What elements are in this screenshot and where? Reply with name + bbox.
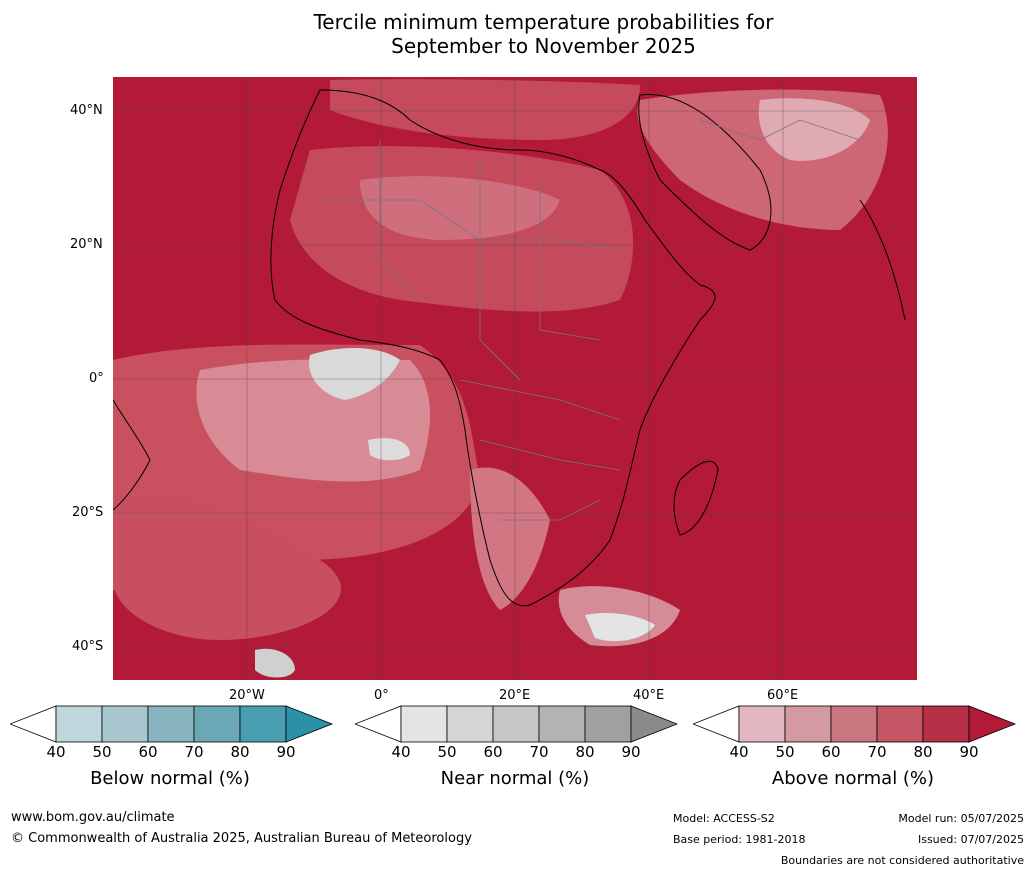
south-africa-light bbox=[470, 467, 550, 610]
colorbar-near-segment bbox=[584, 705, 632, 743]
colorbar-above-normal bbox=[693, 705, 1017, 743]
lat-label-0: 0° bbox=[89, 371, 104, 386]
title-line-1: Tercile minimum temperature probabilitie… bbox=[313, 10, 774, 34]
colorbar-above-tick: 90 bbox=[959, 743, 979, 761]
south-atlantic-light bbox=[113, 494, 341, 640]
coastlines bbox=[113, 89, 906, 607]
colorbar-below-label: Below normal (%) bbox=[90, 768, 250, 789]
colorbar-above-max-arrow bbox=[968, 705, 1017, 743]
issued-text: Issued: 07/07/2025 bbox=[917, 833, 1024, 846]
southwest-near bbox=[255, 648, 295, 678]
lon-label-60e: 60°E bbox=[767, 688, 799, 703]
lon-label-40e: 40°E bbox=[633, 688, 665, 703]
title-line-2: September to November 2025 bbox=[391, 34, 696, 58]
colorbar-near-segment bbox=[492, 705, 540, 743]
colorbar-above-segment bbox=[922, 705, 970, 743]
colorbar-below-segment bbox=[239, 705, 287, 743]
south-ocean-near bbox=[585, 613, 655, 642]
colorbar-above-min-arrow bbox=[693, 705, 740, 743]
colorbar-below-max-arrow bbox=[285, 705, 334, 743]
mediterranean-light bbox=[330, 79, 640, 140]
iran-near bbox=[758, 98, 870, 161]
colorbar-near-tick: 40 bbox=[391, 743, 411, 761]
colorbar-above-tick: 40 bbox=[729, 743, 749, 761]
lat-label-40n: 40°N bbox=[70, 103, 103, 118]
colorbar-near-tick: 60 bbox=[483, 743, 503, 761]
colorbar-near-segment bbox=[538, 705, 586, 743]
country-boundaries bbox=[320, 119, 861, 521]
colorbar-above-segment bbox=[830, 705, 878, 743]
colorbar-near-max-arrow bbox=[630, 705, 679, 743]
colorbar-near-tick: 70 bbox=[529, 743, 549, 761]
lat-label-20s: 20°S bbox=[72, 505, 104, 520]
colorbar-above-segment bbox=[784, 705, 832, 743]
colorbar-above-segment bbox=[738, 705, 786, 743]
colorbar-below-min-arrow bbox=[10, 705, 57, 743]
colorbar-near-segment bbox=[400, 705, 448, 743]
atlantic-near-normal-2 bbox=[368, 438, 410, 461]
colorbar-below-tick: 90 bbox=[276, 743, 296, 761]
lon-label-0: 0° bbox=[374, 688, 389, 703]
colorbar-below-segment bbox=[55, 705, 103, 743]
colorbar-below-segment bbox=[101, 705, 149, 743]
colorbar-above-segment bbox=[876, 705, 924, 743]
atlantic-near-normal bbox=[309, 348, 400, 400]
map-title: Tercile minimum temperature probabilitie… bbox=[0, 10, 1035, 58]
lon-label-20w: 20°W bbox=[229, 688, 265, 703]
colorbar-above-label: Above normal (%) bbox=[771, 768, 935, 789]
colorbar-below-tick: 50 bbox=[92, 743, 112, 761]
colorbar-above-tick: 50 bbox=[775, 743, 795, 761]
colorbar-below-tick: 80 bbox=[230, 743, 250, 761]
lon-label-20e: 20°E bbox=[499, 688, 531, 703]
colorbar-above-tick: 60 bbox=[821, 743, 841, 761]
colorbar-below-tick: 40 bbox=[46, 743, 66, 761]
colorbar-above-tick: 80 bbox=[913, 743, 933, 761]
website-link[interactable]: www.bom.gov.au/climate bbox=[11, 810, 175, 825]
lat-label-40s: 40°S bbox=[72, 639, 104, 654]
base-period-text: Base period: 1981-2018 bbox=[673, 833, 806, 846]
colorbar-near-tick: 50 bbox=[437, 743, 457, 761]
colorbar-below-segment bbox=[147, 705, 195, 743]
colorbar-near-label: Near normal (%) bbox=[440, 768, 590, 789]
colorbar-near-min-arrow bbox=[355, 705, 402, 743]
colorbar-below-tick: 70 bbox=[184, 743, 204, 761]
colorbar-near-tick: 90 bbox=[621, 743, 641, 761]
disclaimer-text: Boundaries are not considered authoritat… bbox=[780, 854, 1024, 867]
copyright-text: © Commonwealth of Australia 2025, Austra… bbox=[11, 831, 472, 846]
model-run-text: Model run: 05/07/2025 bbox=[898, 812, 1024, 825]
colorbar-below-normal bbox=[10, 705, 334, 743]
lat-label-20n: 20°N bbox=[70, 237, 103, 252]
model-text: Model: ACCESS-S2 bbox=[673, 812, 775, 825]
sahara-light bbox=[360, 176, 560, 240]
colorbar-below-tick: 60 bbox=[138, 743, 158, 761]
colorbar-near-tick: 80 bbox=[575, 743, 595, 761]
colorbar-above-tick: 70 bbox=[867, 743, 887, 761]
colorbar-near-segment bbox=[446, 705, 494, 743]
colorbar-below-segment bbox=[193, 705, 241, 743]
colorbar-near-normal bbox=[355, 705, 679, 743]
